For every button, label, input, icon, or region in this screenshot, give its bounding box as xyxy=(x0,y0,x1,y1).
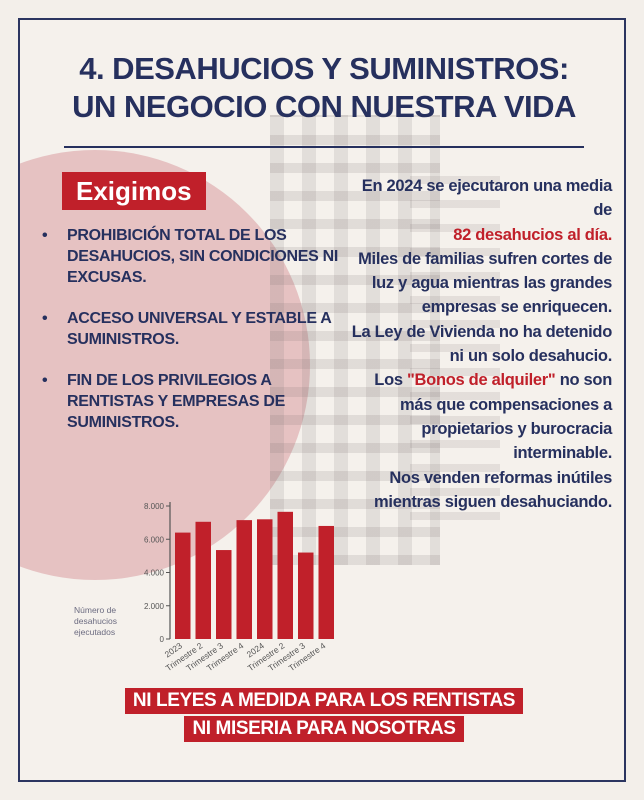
bar xyxy=(318,525,334,639)
bar xyxy=(175,532,191,639)
title-divider xyxy=(64,146,584,148)
demand-item: • FIN DE LOS PRIVILEGIOS A RENTISTAS Y EM… xyxy=(42,370,342,433)
bar xyxy=(195,521,211,639)
highlight-bonos-alquiler: "Bonos de alquiler" xyxy=(407,371,556,390)
title-line-2: UN NEGOCIO CON NUESTRA VIDA xyxy=(72,89,576,124)
y-tick-label: 2.000 xyxy=(144,602,165,611)
banner-line-1: NI LEYES A MEDIDA PARA LOS RENTISTAS xyxy=(124,688,524,714)
demand-text: ACCESO UNIVERSAL Y ESTABLE A SUMINISTROS… xyxy=(67,310,331,348)
y-axis-label-line: Número de xyxy=(74,605,116,615)
y-axis-label-line: desahucios xyxy=(74,616,117,626)
building-photo-background-2 xyxy=(410,160,500,520)
demand-text: PROHIBICIÓN TOTAL DE LOS DESAHUCIOS, SIN… xyxy=(67,227,339,286)
text-bonos-rest: no son más que compensaciones a propieta… xyxy=(400,371,612,463)
paragraph-ley-vivienda: La Ley de Vivienda no ha detenido ni un … xyxy=(351,322,613,366)
text-los: Los xyxy=(374,371,403,390)
demands-list: • PROHIBICIÓN TOTAL DE LOS DESAHUCIOS, S… xyxy=(42,225,342,453)
y-tick-label: 0 xyxy=(160,635,165,644)
y-axis-label: Número de desahucios ejecutados xyxy=(74,605,117,637)
text-2024-intro: En 2024 se ejecutaron una media de xyxy=(361,177,613,220)
y-axis-label-line: ejecutados xyxy=(74,627,115,637)
page-title: 4. DESAHUCIOS Y SUMINISTROS: UN NEGOCIO … xyxy=(20,50,624,126)
demand-text: FIN DE LOS PRIVILEGIOS A RENTISTAS Y EMP… xyxy=(67,372,286,431)
paragraph-bonos: Los "Bonos de alquiler" no son más que c… xyxy=(350,368,612,465)
y-tick-label: 8.000 xyxy=(144,502,165,511)
bullet: • xyxy=(42,227,48,244)
bar xyxy=(236,520,252,639)
y-tick-label: 6.000 xyxy=(144,535,165,544)
bullet: • xyxy=(42,372,48,389)
demand-item: • ACCESO UNIVERSAL Y ESTABLE A SUMINISTRO… xyxy=(42,308,342,350)
y-tick-label: 4.000 xyxy=(144,569,165,578)
bar xyxy=(216,550,232,639)
paragraph-reformas: Nos venden reformas inútiles mientras si… xyxy=(374,468,612,511)
paragraph-2024: En 2024 se ejecutaron una media de 82 des… xyxy=(350,174,613,247)
bar xyxy=(298,552,314,639)
poster-frame: 4. DESAHUCIOS Y SUMINISTROS: UN NEGOCIO … xyxy=(18,18,626,782)
bar xyxy=(277,511,293,639)
bottom-banner: NI LEYES A MEDIDA PARA LOS RENTISTAS NI … xyxy=(20,688,624,742)
evictions-text: En 2024 se ejecutaron una media de 82 des… xyxy=(350,174,613,514)
evictions-bar-chart: 0 2.000 4.000 6.000 8.000 Número de desahucios… xyxy=(74,502,334,673)
banner-line-2: NI MISERIA PARA NOSOTRAS xyxy=(184,716,464,742)
bar xyxy=(257,519,273,639)
title-line-1: 4. DESAHUCIOS Y SUMINISTROS: xyxy=(79,51,569,86)
demand-item: • PROHIBICIÓN TOTAL DE LOS DESAHUCIOS, S… xyxy=(42,225,342,288)
exigimos-label: Exigimos xyxy=(62,172,206,210)
highlight-82-evictions: 82 desahucios al día. xyxy=(453,225,612,244)
bullet: • xyxy=(42,310,48,327)
paragraph-cuts: Miles de familias sufren cortes de luz y… xyxy=(358,249,612,317)
building-photo-background xyxy=(270,115,440,565)
